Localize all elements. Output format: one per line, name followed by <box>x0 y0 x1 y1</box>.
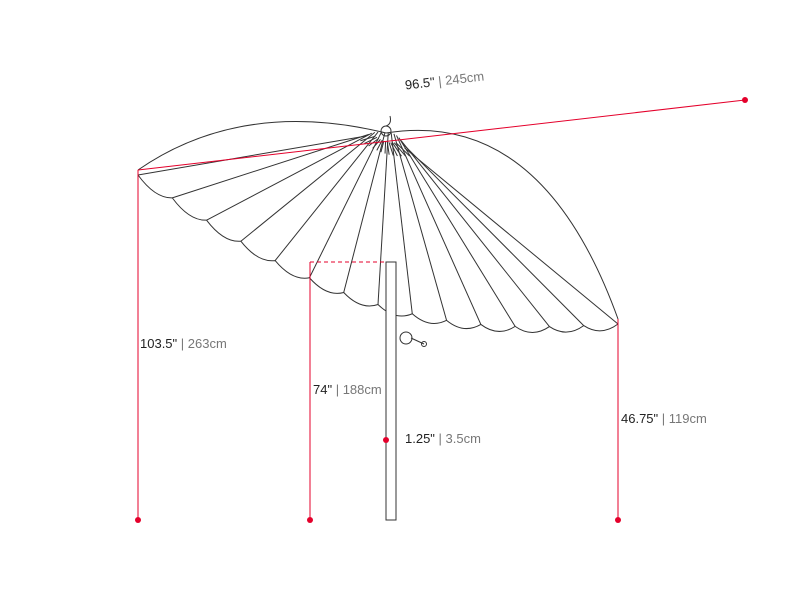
dimension-separator: | <box>435 431 446 446</box>
dimension-separator: | <box>332 382 343 397</box>
canopy-edge-right <box>386 130 618 319</box>
rib <box>275 132 378 260</box>
pole <box>386 262 396 520</box>
dimension-pole_diameter: 1.25" | 3.5cm <box>383 431 481 446</box>
rib <box>344 133 385 293</box>
dimension-imperial: 1.25" <box>405 431 435 446</box>
dimension-endpoint <box>383 437 389 443</box>
rib <box>405 148 618 324</box>
dimension-endpoint <box>135 517 141 523</box>
rib-hub <box>373 139 381 148</box>
dimension-metric: 3.5cm <box>446 431 481 446</box>
dimension-label: 1.25" | 3.5cm <box>405 431 481 446</box>
dimension-canopy_width: 96.5" | 245cm <box>138 69 748 170</box>
dimension-overall_height: 103.5" | 263cm <box>135 170 227 523</box>
dimension-line <box>138 100 745 170</box>
dimension-separator: | <box>658 411 669 426</box>
dimension-endpoint <box>742 97 748 103</box>
dimension-metric: 188cm <box>343 382 382 397</box>
dimension-endpoint <box>307 517 313 523</box>
dimension-edge_height: 46.75" | 119cm <box>615 319 707 523</box>
crank-hub <box>400 332 412 344</box>
dimension-label: 96.5" | 245cm <box>404 69 485 93</box>
dimension-separator: | <box>177 336 188 351</box>
dimension-imperial: 46.75" <box>621 411 659 426</box>
rib <box>138 136 366 175</box>
rib <box>172 134 369 198</box>
dimension-endpoint <box>615 517 621 523</box>
dimension-label: 74" | 188cm <box>313 382 382 397</box>
finial-hook <box>386 116 391 126</box>
rib <box>401 140 549 326</box>
dimension-imperial: 74" <box>313 382 332 397</box>
dimension-imperial: 103.5" <box>140 336 178 351</box>
rib <box>397 135 481 324</box>
rib-hub <box>385 142 386 154</box>
dimension-metric: 245cm <box>444 69 484 88</box>
rib <box>403 144 584 326</box>
rib <box>399 138 515 327</box>
dimension-metric: 263cm <box>188 336 227 351</box>
finial <box>381 126 391 136</box>
dimension-imperial: 96.5" <box>404 74 436 92</box>
dimension-metric: 119cm <box>669 411 707 426</box>
dimension-pole_to_tilt: 74" | 188cm <box>307 262 386 523</box>
dimension-label: 46.75" | 119cm <box>621 411 707 426</box>
canopy-hem <box>138 175 618 332</box>
dimension-label: 103.5" | 263cm <box>140 336 227 351</box>
